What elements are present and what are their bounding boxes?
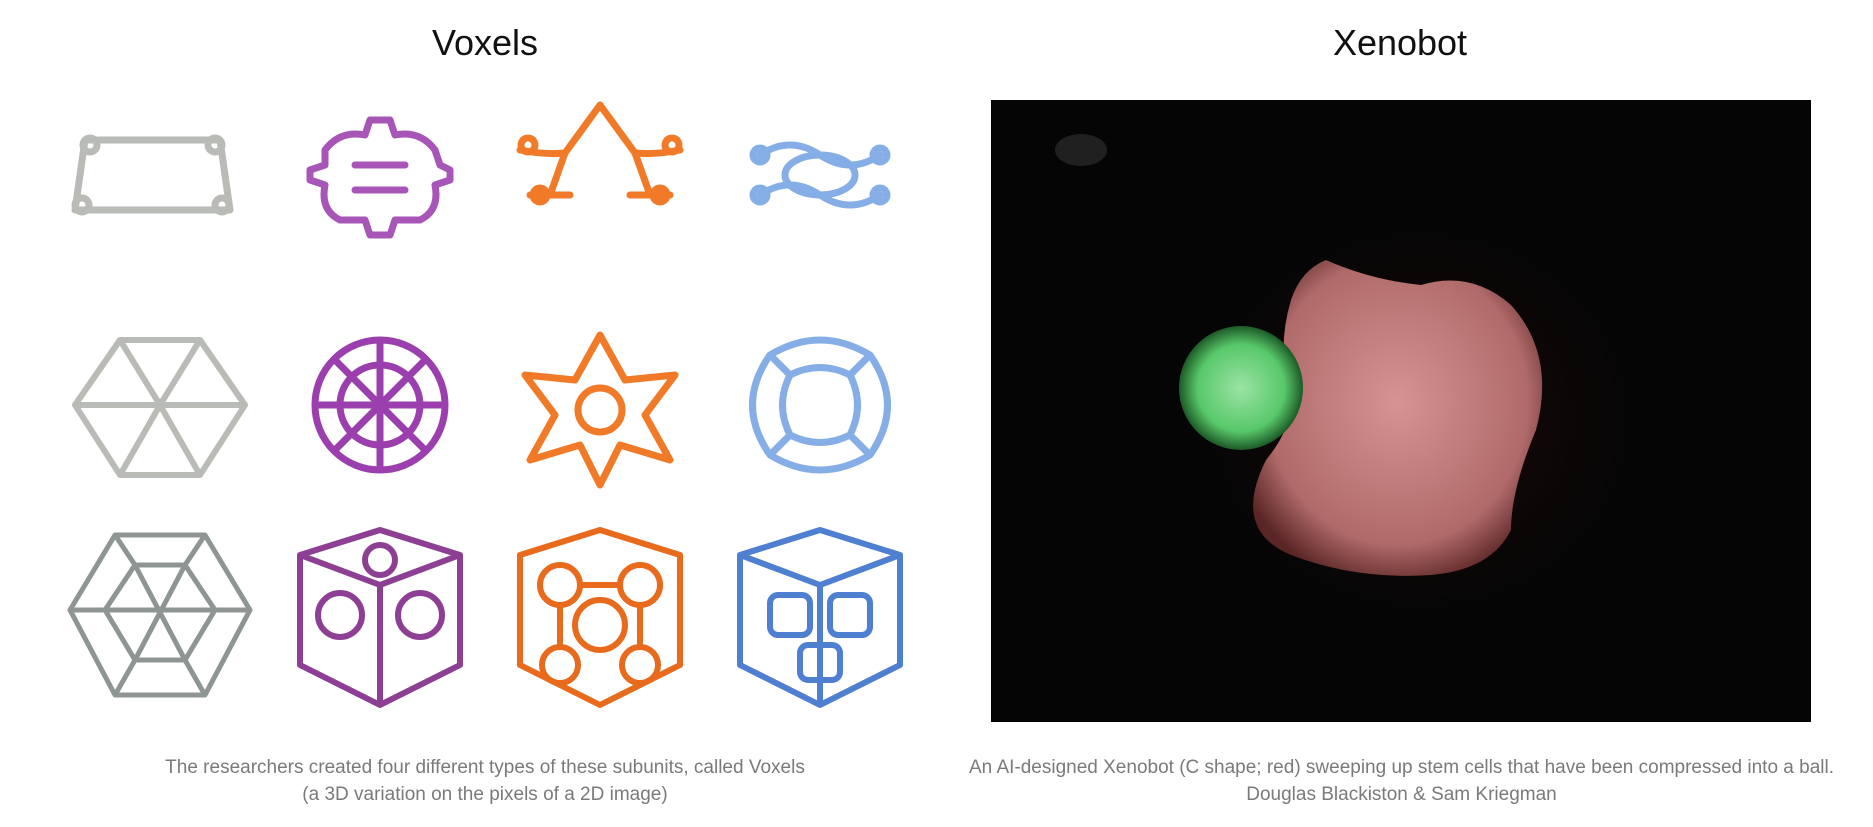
voxel-blue-lattice — [710, 515, 930, 725]
voxel-orange-shell — [490, 305, 710, 515]
voxels-caption: The researchers created four different t… — [0, 754, 970, 808]
stem-cell-ball — [1179, 326, 1303, 450]
xenobot-caption-line1: An AI-designed Xenobot (C shape; red) sw… — [968, 757, 1835, 778]
voxel-purple-shell — [270, 305, 490, 515]
xenobot-micrograph — [991, 100, 1811, 722]
voxel-gray-lattice — [50, 515, 270, 725]
xenobot-title: Xenobot — [1332, 22, 1468, 63]
voxels-caption-line2: (a 3D variation on the pixels of a 2D im… — [302, 784, 668, 805]
voxel-orange-flat — [490, 95, 710, 305]
voxel-gray-shell — [50, 305, 270, 515]
xenobot-body — [1253, 260, 1543, 576]
voxels-caption-line1: The researchers created four different t… — [165, 757, 805, 778]
voxel-purple-flat — [270, 95, 490, 305]
xenobot-caption-credit: Douglas Blackiston & Sam Kriegman — [1246, 784, 1557, 805]
voxel-purple-lattice — [270, 515, 490, 725]
voxels-title: Voxels — [431, 22, 539, 63]
voxel-gallery — [50, 95, 930, 725]
xenobot-caption: An AI-designed Xenobot (C shape; red) sw… — [930, 754, 1873, 808]
voxel-blue-shell — [710, 305, 930, 515]
voxel-blue-flat — [710, 95, 930, 305]
voxel-orange-lattice — [490, 515, 710, 725]
voxel-gray-flat — [50, 95, 270, 305]
